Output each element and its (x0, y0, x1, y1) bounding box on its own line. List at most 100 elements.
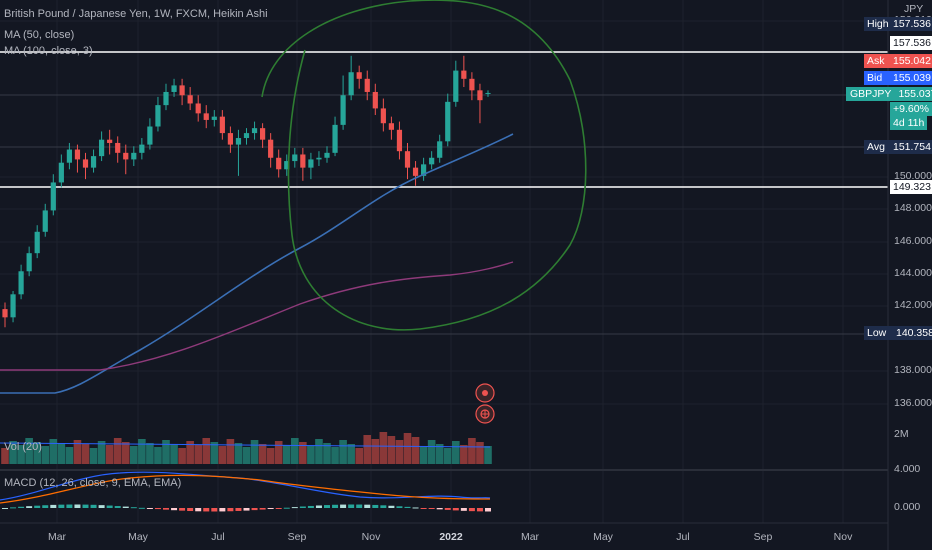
volume-bars (1, 432, 492, 464)
candle-body (332, 124, 338, 153)
candle-body (50, 182, 56, 211)
volume-bar (234, 443, 243, 464)
macd-signal-line (0, 474, 491, 504)
volume-bar (25, 438, 33, 464)
ma50-legend[interactable]: MA (50, close) (4, 29, 75, 41)
macd-bar (452, 508, 459, 511)
candle-body (18, 271, 24, 295)
volume-bar (460, 445, 468, 464)
price-tick: 142.000 (894, 299, 932, 311)
currency-label: JPY (904, 3, 924, 15)
candle-body (179, 85, 185, 96)
macd-bar (66, 504, 73, 508)
candle-body (211, 116, 217, 120)
volume-bar (291, 438, 299, 464)
volume-bar (323, 443, 331, 464)
macd-bar (203, 508, 210, 512)
volume-bar (73, 440, 82, 464)
candle-body (308, 159, 314, 168)
macd-histogram (2, 504, 491, 512)
volume-bar (484, 446, 492, 464)
macd-bar (50, 504, 57, 508)
bid-value: 155.039 (890, 71, 932, 85)
high-tag: High 157.536 (864, 17, 932, 31)
alert-icon[interactable] (475, 383, 495, 403)
volume-bar (89, 448, 98, 464)
candle-body (404, 151, 411, 168)
bid-tag: Bid 155.039 (864, 71, 932, 85)
macd-bar (444, 508, 451, 510)
candle-body (203, 113, 209, 120)
low-label: Low (864, 326, 893, 340)
volume-bar (49, 439, 58, 464)
volume-legend[interactable]: Vol (20) (4, 441, 42, 453)
candle-body (469, 78, 475, 91)
macd-bar (10, 507, 17, 509)
macd-bar (187, 508, 194, 512)
candle-body (485, 92, 491, 94)
change-percent: +9.60% (890, 102, 932, 116)
candle-body (58, 162, 64, 183)
volume-bar (299, 442, 307, 464)
volume-bar (97, 441, 106, 464)
volume-bar (435, 444, 444, 464)
macd-bar (130, 507, 137, 509)
time-tick: Nov (833, 531, 853, 543)
chart-title[interactable]: British Pound / Japanese Yen, 1W, FXCM, … (4, 8, 268, 20)
macd-bar (251, 508, 258, 511)
volume-bar (339, 440, 347, 464)
price-tick: 148.000 (894, 202, 932, 214)
price-tick: 144.000 (894, 267, 932, 279)
time-tick: Mar (47, 531, 67, 543)
candle-body (388, 123, 394, 130)
ma100-legend[interactable]: MA (100, close, 3) (4, 45, 93, 57)
macd-bar (485, 508, 491, 512)
macd-bar (356, 504, 363, 508)
candle-body (340, 95, 346, 125)
grid-lines (0, 0, 888, 523)
volume-bar (57, 443, 66, 464)
volume-bar (395, 440, 404, 464)
macd-bar (114, 506, 121, 508)
volume-bar (258, 444, 267, 464)
candle-body (123, 152, 129, 160)
avg-value: 151.754 (890, 140, 932, 154)
volume-bar (81, 444, 90, 464)
candle-body (26, 253, 32, 272)
macd-bar (211, 508, 218, 512)
macd-line (0, 471, 491, 501)
volume-bar (65, 447, 74, 464)
macd-bar (267, 508, 274, 509)
candle-body (115, 142, 121, 153)
candle-body (348, 72, 354, 96)
macd-bar (340, 504, 347, 508)
low-tag: Low 140.358 (864, 326, 932, 340)
macd-bar (219, 508, 226, 512)
macd-bar (348, 504, 355, 508)
candle-body (380, 108, 386, 124)
candle-body (227, 133, 233, 145)
support-line-tag: 149.323 (890, 180, 932, 194)
volume-bar (443, 448, 452, 464)
volume-bar (121, 442, 130, 464)
candle-body (235, 138, 242, 145)
high-line-tag: 157.536 (890, 36, 932, 50)
candle-body (445, 101, 451, 142)
macd-bar (58, 504, 65, 508)
macd-bar (428, 508, 435, 509)
alert-settings-icon[interactable] (475, 404, 495, 424)
volume-bar (452, 441, 460, 464)
macd-bar (34, 505, 41, 508)
volume-bar (411, 437, 420, 464)
macd-legend[interactable]: MACD (12, 26, close, 9, EMA, EMA) (4, 477, 182, 489)
volume-bar (130, 446, 138, 464)
macd-bar (154, 508, 161, 510)
candle-body (316, 157, 322, 160)
macd-bar (332, 504, 339, 508)
candle-body (260, 128, 266, 140)
volume-bar (113, 438, 122, 464)
price-tick: 150.000 (894, 170, 932, 182)
volume-bar (41, 446, 50, 464)
macd-bar (18, 506, 25, 508)
